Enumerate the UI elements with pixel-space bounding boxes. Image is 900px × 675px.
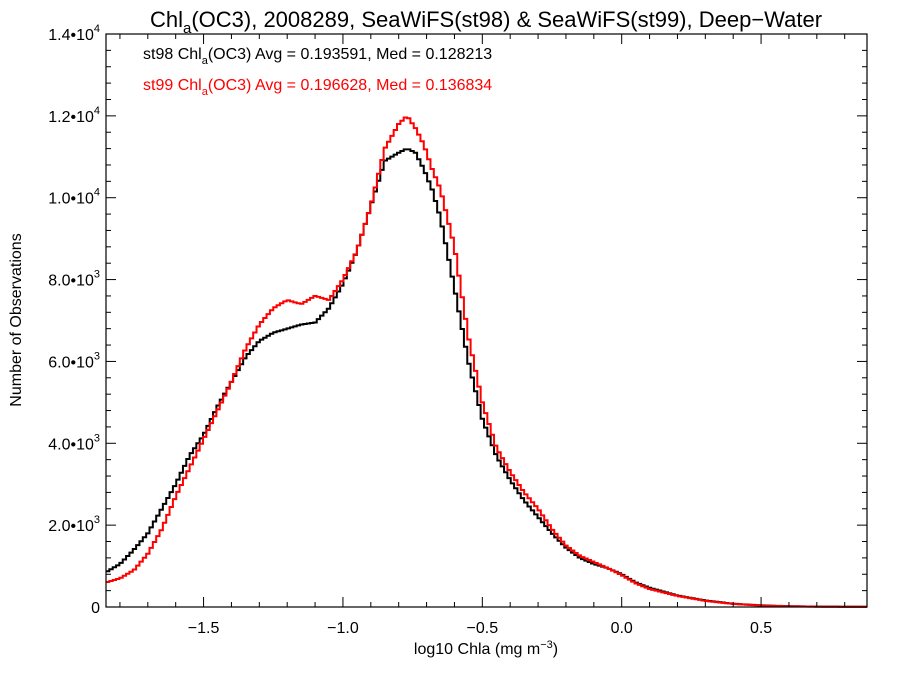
- y-tick-label: 6.0•103: [48, 350, 100, 371]
- stats-annotation-pre: st99 Chl: [143, 77, 202, 94]
- x-tick-label: −1.5: [188, 620, 220, 637]
- y-tick-label: 2.0•103: [48, 514, 100, 535]
- x-tick-label: −1.0: [327, 620, 359, 637]
- y-tick-label: 4.0•103: [48, 432, 100, 453]
- chart-title-pre: Chl: [150, 7, 183, 32]
- y-tick-label-exponent: 3: [94, 350, 100, 362]
- y-tick-label: 1.0•104: [48, 187, 100, 208]
- y-tick-label: 1.2•104: [48, 105, 100, 126]
- y-tick-label-exponent: 4: [94, 105, 100, 117]
- plot-frame: [105, 33, 868, 608]
- stats-annotation-post: (OC3) Avg = 0.193591, Med = 0.128213: [208, 46, 492, 63]
- chart-title-subscript: a: [183, 20, 192, 37]
- y-tick-label: 8.0•103: [48, 269, 100, 290]
- x-axis-label-pre: log10 Chla (mg m: [414, 641, 540, 658]
- chart-title: Chla(OC3), 2008289, SeaWiFS(st98) & SeaW…: [150, 7, 822, 37]
- y-tick-label-mantissa: 2.0•10: [48, 518, 94, 535]
- series-line-2: [106, 116, 867, 608]
- x-tick-label: 0.5: [750, 620, 772, 637]
- y-tick-label-exponent: 4: [94, 23, 100, 35]
- y-tick-label-exponent: 3: [94, 269, 100, 281]
- y-tick-label-mantissa: 8.0•10: [48, 273, 94, 290]
- y-axis-label: Number of Observations: [8, 233, 25, 406]
- y-tick-label-exponent: 4: [94, 187, 100, 199]
- y-tick-label-mantissa: 1.2•10: [48, 109, 94, 126]
- y-tick-label-mantissa: 0: [91, 600, 100, 617]
- y-tick-label-mantissa: 1.4•10: [48, 27, 94, 44]
- x-tick-label: 0.0: [611, 620, 633, 637]
- stats-annotation-pre: st98 Chl: [143, 46, 202, 63]
- stats-annotation-post: (OC3) Avg = 0.196628, Med = 0.136834: [208, 77, 492, 94]
- stats-annotation-1: st98 Chla(OC3) Avg = 0.193591, Med = 0.1…: [143, 46, 492, 67]
- y-tick-label-exponent: 3: [94, 514, 100, 526]
- chart-title-post: (OC3), 2008289, SeaWiFS(st98) & SeaWiFS(…: [191, 7, 822, 32]
- stats-annotation-subscript: a: [202, 86, 209, 98]
- stats-annotation-subscript: a: [202, 55, 209, 67]
- y-tick-label: 0: [91, 600, 100, 617]
- series-group: [106, 116, 867, 608]
- series-line-1: [106, 148, 867, 608]
- axis-ticks: 02.0•1034.0•1036.0•1038.0•1031.0•1041.2•…: [48, 23, 867, 637]
- y-tick-label-mantissa: 6.0•10: [48, 354, 94, 371]
- stats-annotations: st98 Chla(OC3) Avg = 0.193591, Med = 0.1…: [143, 46, 492, 98]
- x-axis-label-superscript: −3: [540, 639, 553, 651]
- x-axis-label-post: ): [553, 641, 558, 658]
- y-tick-label-mantissa: 1.0•10: [48, 191, 94, 208]
- y-tick-label-mantissa: 4.0•10: [48, 436, 94, 453]
- y-tick-label-exponent: 3: [94, 432, 100, 444]
- y-tick-label: 1.4•104: [48, 23, 100, 44]
- x-axis-label: log10 Chla (mg m−3): [414, 639, 558, 658]
- x-tick-label: −0.5: [467, 620, 499, 637]
- stats-annotation-2: st99 Chla(OC3) Avg = 0.196628, Med = 0.1…: [143, 77, 492, 98]
